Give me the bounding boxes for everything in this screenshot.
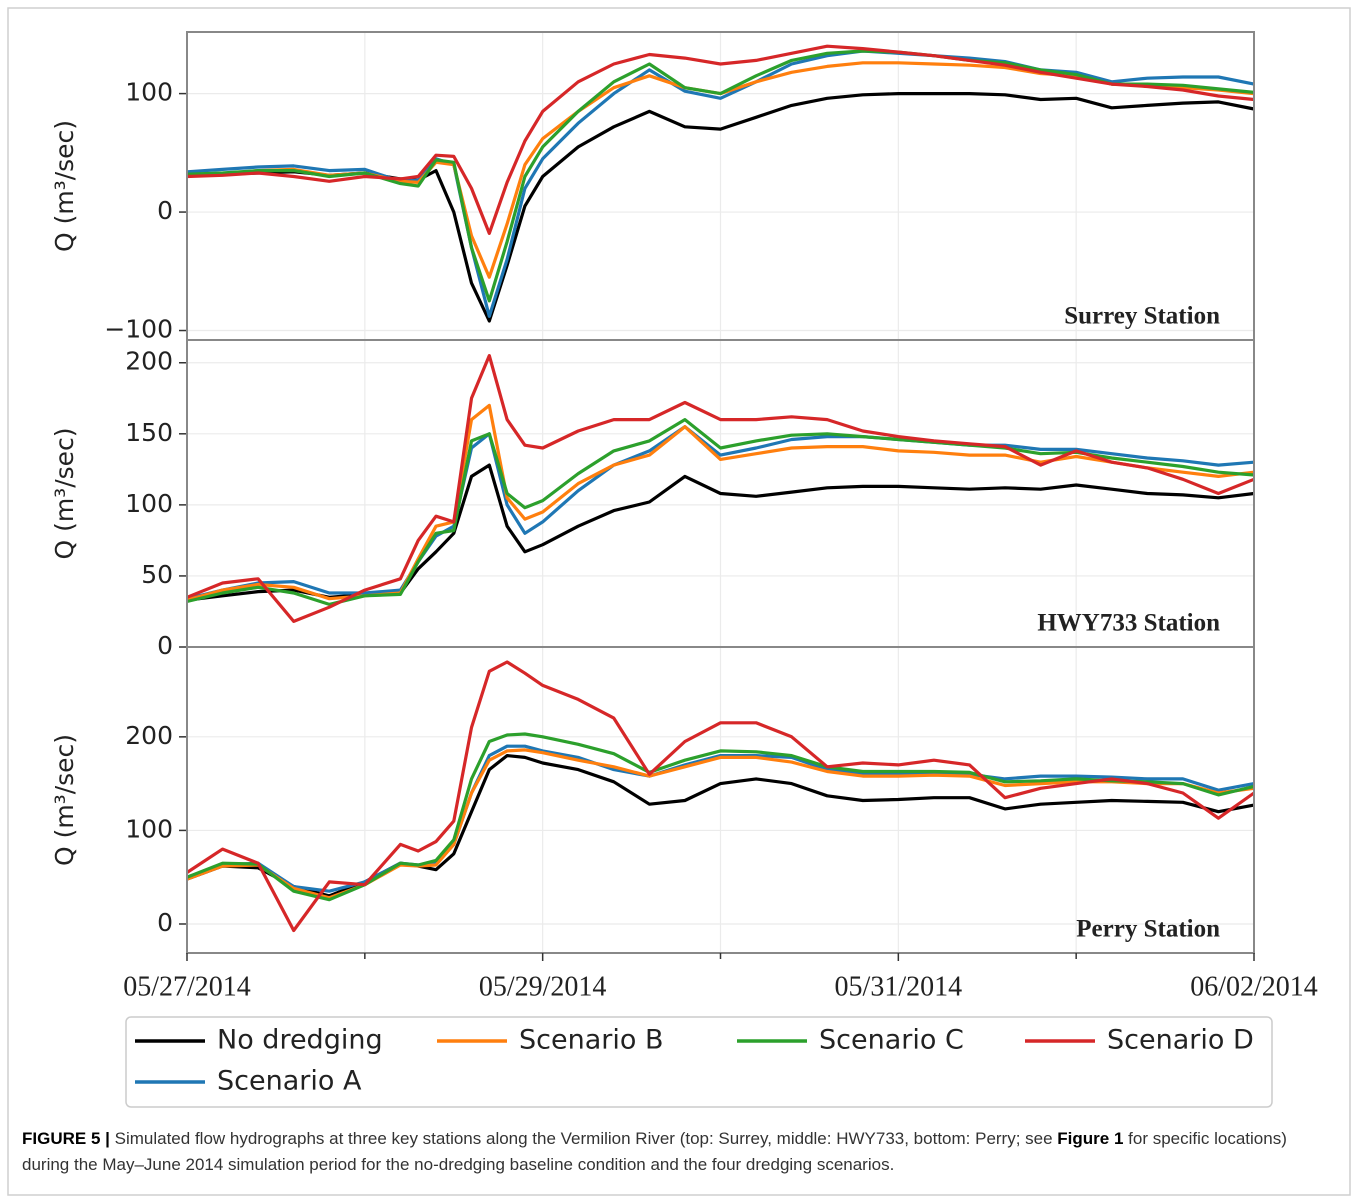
x-tick-label: 05/27/2014 xyxy=(123,971,251,1002)
x-tick-label: 06/02/2014 xyxy=(1190,971,1318,1002)
legend-label: Scenario C xyxy=(819,1025,964,1056)
y-axis-label: Q (m³/sec) xyxy=(50,120,79,252)
y-tick-label: 100 xyxy=(125,489,173,518)
caption-ref: Figure 1 xyxy=(1057,1129,1124,1148)
y-tick-label: 0 xyxy=(157,908,173,937)
series-line xyxy=(186,418,1255,606)
station-label: Surrey Station xyxy=(1064,303,1220,330)
legend-box xyxy=(125,1016,1273,1108)
legend-label: Scenario B xyxy=(519,1025,663,1056)
y-tick-label: −100 xyxy=(104,315,173,344)
y-tick-label: 0 xyxy=(157,631,173,660)
series-line xyxy=(186,44,1255,235)
legend-label: No dredging xyxy=(217,1025,383,1056)
figure-border xyxy=(7,7,1351,1196)
y-axis-label: Q (m³/sec) xyxy=(50,427,79,559)
legend-label: Scenario A xyxy=(217,1066,362,1097)
y-tick-label: 50 xyxy=(141,560,173,589)
caption-label: FIGURE 5 | xyxy=(22,1129,110,1148)
caption-text: for specific locations) during the May–J… xyxy=(22,1129,1287,1174)
x-tick-label: 05/29/2014 xyxy=(479,971,607,1002)
y-tick-label: 200 xyxy=(125,721,173,750)
y-tick-label: 0 xyxy=(157,196,173,225)
series-line xyxy=(186,354,1255,623)
legend-label: Scenario D xyxy=(1107,1025,1254,1056)
series-line xyxy=(186,660,1255,933)
y-tick-label: 150 xyxy=(125,418,173,447)
x-tick-label: 05/31/2014 xyxy=(835,971,963,1002)
series-line xyxy=(186,425,1255,601)
caption: FIGURE 5 | Simulated flow hydrographs at… xyxy=(22,1126,1332,1178)
series-line xyxy=(186,49,1255,303)
station-label: HWY733 Station xyxy=(1037,610,1220,637)
y-tick-label: 100 xyxy=(125,78,173,107)
caption-text: Simulated flow hydrographs at three key … xyxy=(114,1129,1058,1148)
y-axis-label: Q (m³/sec) xyxy=(50,734,79,866)
y-tick-label: 100 xyxy=(125,814,173,843)
y-tick-label: 200 xyxy=(125,347,173,376)
station-label: Perry Station xyxy=(1076,916,1220,943)
